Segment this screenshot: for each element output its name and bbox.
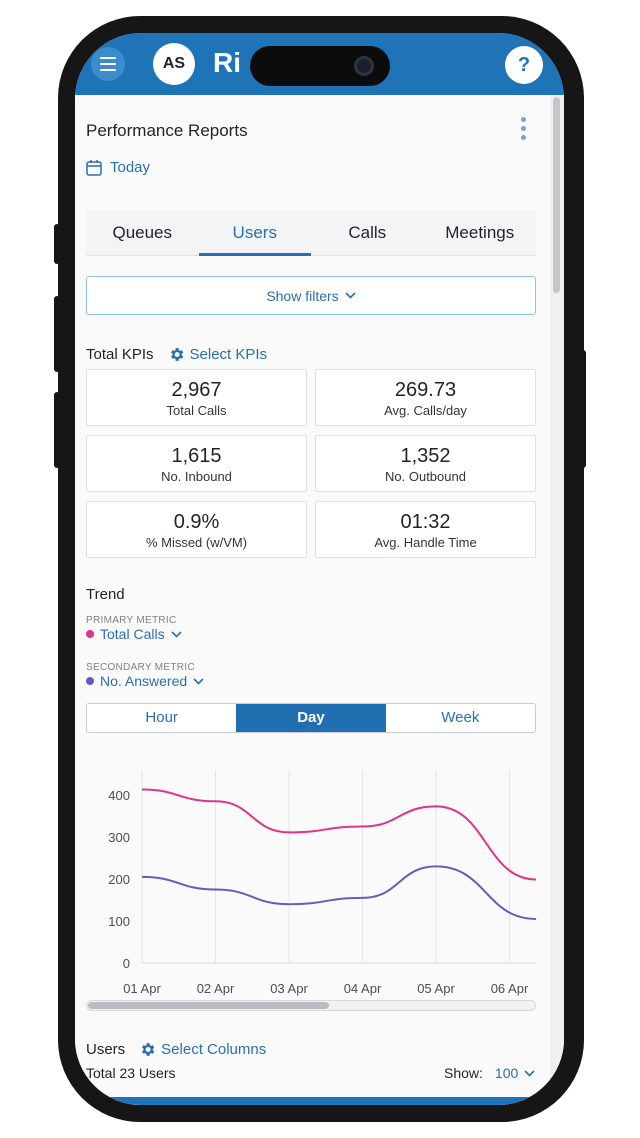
x-tick-label: 01 Apr xyxy=(123,981,161,996)
primary-metric-value: Total Calls xyxy=(100,626,165,642)
volume-down-button xyxy=(54,392,60,468)
kpi-label: % Missed (w/VM) xyxy=(145,535,248,550)
primary-metric-label: PRIMARY METRIC xyxy=(86,615,177,626)
granularity-week[interactable]: Week xyxy=(441,709,480,726)
chart-scrollbar-thumb[interactable] xyxy=(88,1002,329,1009)
kpi-card-avg-calls-day: 269.73 Avg. Calls/day xyxy=(315,369,536,426)
x-tick-label: 04 Apr xyxy=(344,981,382,996)
vertical-scrollbar-thumb[interactable] xyxy=(553,97,560,293)
help-button[interactable]: ? xyxy=(505,46,543,84)
total-users-count: Total 23 Users xyxy=(86,1065,176,1081)
tab-calls[interactable]: Calls xyxy=(348,223,387,242)
report-tabs: Queues Users Calls Meetings xyxy=(86,210,536,256)
chevron-down-icon xyxy=(345,292,356,299)
x-tick-label: 06 Apr xyxy=(491,981,529,996)
volume-up-button xyxy=(54,296,60,372)
x-tick-label: 03 Apr xyxy=(270,981,308,996)
select-columns-label: Select Columns xyxy=(161,1041,267,1058)
camera-icon xyxy=(354,56,374,76)
mute-switch xyxy=(54,224,60,264)
page-size-dropdown[interactable]: 100 xyxy=(495,1065,535,1081)
secondary-metric-value: No. Answered xyxy=(100,673,188,689)
gear-icon xyxy=(170,348,183,361)
content-area xyxy=(75,95,564,1105)
app-bar: AS Ri ? xyxy=(75,33,564,95)
x-tick-label: 05 Apr xyxy=(417,981,455,996)
kpi-label: Avg. Handle Time xyxy=(374,535,477,550)
y-tick-label: 0 xyxy=(123,956,130,971)
tab-users[interactable]: Users xyxy=(198,210,312,256)
select-kpis-button[interactable]: Select KPIs xyxy=(168,346,268,363)
primary-metric-dropdown[interactable]: Total Calls xyxy=(86,626,182,642)
vertical-scrollbar[interactable] xyxy=(550,95,564,1105)
granularity-hour[interactable]: Hour xyxy=(145,709,178,726)
secondary-metric-dropdown[interactable]: No. Answered xyxy=(86,673,204,689)
kpi-card-handle-time: 01:32 Avg. Handle Time xyxy=(315,501,536,558)
kpi-value: 1,352 xyxy=(400,445,451,467)
kpi-card-outbound: 1,352 No. Outbound xyxy=(315,435,536,492)
kpi-header: Total KPIs Select KPIs xyxy=(86,346,267,363)
page-size-value: 100 xyxy=(494,1065,519,1081)
y-tick-label: 300 xyxy=(108,830,130,845)
kpi-card-inbound: 1,615 No. Inbound xyxy=(86,435,307,492)
kpi-card-missed: 0.9% % Missed (w/VM) xyxy=(86,501,307,558)
y-tick-label: 400 xyxy=(108,788,130,803)
kpi-label: Total Calls xyxy=(166,403,227,418)
dynamic-island xyxy=(250,46,390,86)
date-range-picker[interactable]: Today xyxy=(86,159,150,176)
y-tick-label: 200 xyxy=(108,872,130,887)
secondary-series-dot xyxy=(86,677,94,685)
granularity-day[interactable]: Day xyxy=(236,704,386,732)
page-size-control: Show: 100 xyxy=(444,1065,535,1081)
app-title: Ri xyxy=(213,47,241,78)
hamburger-icon xyxy=(100,55,116,73)
granularity-toggle: Hour Day Week xyxy=(86,703,536,733)
kpi-label: No. Outbound xyxy=(385,469,466,484)
kpi-label: Avg. Calls/day xyxy=(384,403,467,418)
kpi-value: 269.73 xyxy=(394,379,457,401)
menu-button[interactable] xyxy=(91,47,125,81)
secondary-metric-label: SECONDARY METRIC xyxy=(86,662,195,673)
tab-queues[interactable]: Queues xyxy=(112,223,173,242)
show-filters-label: Show filters xyxy=(266,287,339,304)
kpi-value: 0.9% xyxy=(173,511,220,533)
calendar-icon xyxy=(86,160,102,176)
x-tick-label: 02 Apr xyxy=(197,981,235,996)
users-header: Users Select Columns xyxy=(86,1041,266,1058)
chevron-down-icon xyxy=(524,1069,535,1077)
primary-series-line xyxy=(141,788,537,881)
trend-title: Trend xyxy=(86,586,125,603)
kpi-label: No. Inbound xyxy=(161,469,232,484)
page-title: Performance Reports xyxy=(86,121,248,140)
kpi-value: 01:32 xyxy=(400,511,451,533)
kpi-card-total-calls: 2,967 Total Calls xyxy=(86,369,307,426)
show-filters-button[interactable]: Show filters xyxy=(86,276,536,315)
primary-series-dot xyxy=(86,630,94,638)
kpi-heading: Total KPIs xyxy=(86,346,154,363)
select-columns-button[interactable]: Select Columns xyxy=(139,1041,266,1058)
chevron-down-icon xyxy=(171,630,182,638)
secondary-series-line xyxy=(141,865,537,920)
bottom-bar xyxy=(75,1097,564,1105)
users-heading: Users xyxy=(86,1041,126,1058)
tab-meetings[interactable]: Meetings xyxy=(445,223,515,242)
more-options-icon[interactable] xyxy=(519,115,527,142)
screen: AS Ri ? Performance Reports Today Queues… xyxy=(75,33,564,1105)
gear-icon xyxy=(142,1043,155,1056)
date-range-label: Today xyxy=(110,159,151,176)
y-tick-label: 100 xyxy=(108,914,130,929)
avatar[interactable]: AS xyxy=(153,43,195,85)
trend-chart: 01 Apr 02 Apr 03 Apr 04 Apr 05 Apr 06 Apr 0 100… xyxy=(108,770,537,996)
power-button xyxy=(580,350,586,468)
select-kpis-label: Select KPIs xyxy=(189,346,268,363)
chevron-down-icon xyxy=(193,677,204,685)
kpi-value: 2,967 xyxy=(171,379,222,401)
show-label: Show: xyxy=(444,1065,483,1081)
kpi-value: 1,615 xyxy=(171,445,222,467)
